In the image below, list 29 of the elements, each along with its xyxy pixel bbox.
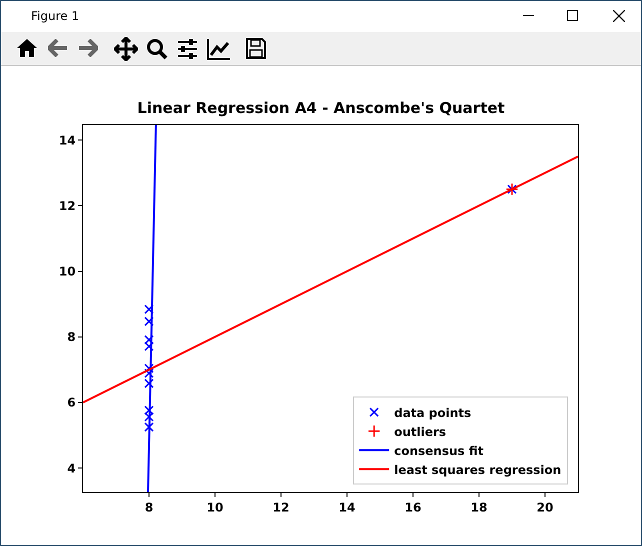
- y-tick-label: 12: [58, 198, 76, 213]
- legend-label: outliers: [394, 424, 446, 439]
- y-tick-label: 8: [67, 330, 76, 344]
- chart-title: Linear Regression A4 - Anscombe's Quartet: [137, 99, 505, 117]
- x-tick-label: 16: [404, 500, 422, 514]
- point: [144, 304, 154, 314]
- point: [144, 364, 154, 374]
- point: [144, 378, 154, 388]
- point: [144, 342, 154, 352]
- point: [144, 406, 154, 416]
- point: [144, 368, 154, 378]
- x-tick-label: 8: [144, 500, 154, 514]
- y-tick-label: 6: [67, 396, 76, 410]
- point: [144, 316, 154, 326]
- legend-label: data points: [394, 406, 472, 420]
- x-tick-label: 14: [338, 500, 356, 514]
- x-tick-label: 20: [536, 500, 554, 514]
- x-tick-label: 12: [272, 500, 290, 514]
- legend-label: least squares regression: [394, 462, 562, 477]
- legend-label: consensus fit: [394, 444, 484, 458]
- x-tick-label: 18: [470, 500, 488, 514]
- y-tick-label: 10: [58, 264, 76, 278]
- point: [144, 412, 154, 422]
- y-tick-label: 14: [58, 133, 76, 148]
- caption: Figure 1: [31, 9, 80, 23]
- y-tick-label: 4: [67, 461, 76, 476]
- point: [144, 422, 154, 432]
- point: [144, 335, 154, 345]
- x-tick-label: 10: [206, 500, 224, 514]
